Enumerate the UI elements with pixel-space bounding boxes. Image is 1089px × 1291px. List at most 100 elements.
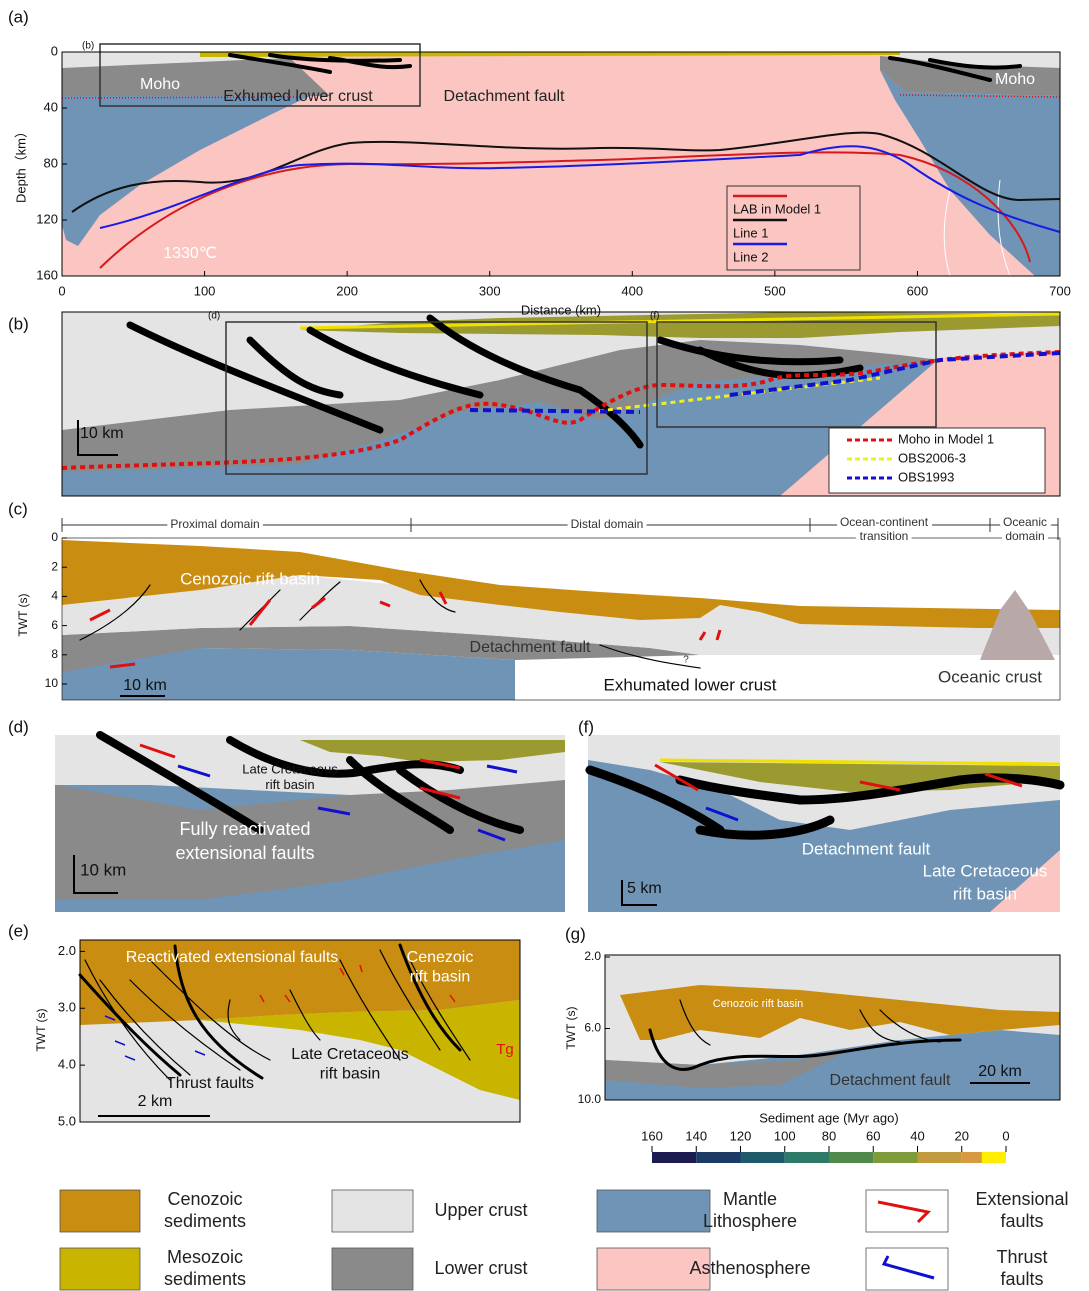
- legend-label: Moho in Model 1: [898, 431, 994, 446]
- legend-label: faults: [1000, 1211, 1043, 1231]
- domain-label: domain: [1005, 529, 1044, 543]
- legend-label: sediments: [164, 1269, 246, 1289]
- annotation: Thrust faults: [166, 1075, 254, 1092]
- colorbar-segment: [829, 1152, 873, 1163]
- annotation: Oceanic crust: [938, 667, 1042, 686]
- domain-label: Oceanic: [1003, 515, 1047, 529]
- annotation: Fully reactivated: [179, 819, 310, 839]
- scale-bar-label: 5 km: [627, 880, 662, 897]
- annotation: Late Cretaceous: [242, 761, 338, 776]
- annotation: Cenozoic rift basin: [180, 569, 320, 588]
- legend-label: Line 1: [733, 225, 768, 240]
- annotation: Moho: [995, 71, 1035, 88]
- x-axis-label: Distance (km): [521, 302, 601, 317]
- y-tick-label: 8: [51, 647, 58, 661]
- colorbar-tick-label: 120: [730, 1128, 752, 1143]
- panel-b-geology: [62, 312, 1060, 496]
- panel-label: (f): [578, 717, 594, 736]
- y-tick-label: 120: [36, 211, 58, 226]
- x-tick-label: 0: [58, 283, 65, 298]
- annotation: 1330℃: [163, 245, 217, 262]
- y-tick-label: 80: [44, 155, 58, 170]
- panel-label: (a): [8, 7, 29, 26]
- colorbar-tick-label: 160: [641, 1128, 663, 1143]
- scale-bar-label: 20 km: [978, 1063, 1022, 1080]
- y-tick-label: 4: [51, 589, 58, 603]
- legend-label: Upper crust: [434, 1200, 527, 1220]
- x-tick-label: 500: [764, 283, 786, 298]
- colorbar-tick-label: 40: [910, 1128, 924, 1143]
- legend-label: Mesozoic: [167, 1247, 243, 1267]
- colorbar-segment: [785, 1152, 829, 1163]
- legend-label: Asthenosphere: [689, 1258, 810, 1278]
- y-tick-label: 40: [44, 99, 58, 114]
- annotation: rift basin: [320, 1065, 380, 1082]
- panel-label: (d): [8, 717, 29, 736]
- inset-label: (d): [208, 311, 220, 322]
- annotation: Exhumated lower crust: [604, 675, 777, 694]
- annotation: Moho: [140, 76, 180, 93]
- legend-label: OBS1993: [898, 469, 954, 484]
- y-tick-label: 3.0: [58, 1000, 76, 1015]
- y-tick-label: 160: [36, 267, 58, 282]
- y-axis-label: TWT (s): [34, 1008, 48, 1051]
- x-tick-label: 200: [336, 283, 358, 298]
- legend-swatch: [332, 1190, 413, 1232]
- colorbar-segment: [873, 1152, 917, 1163]
- y-tick-label: 2: [51, 559, 58, 573]
- y-axis-label: TWT (s): [16, 593, 30, 636]
- legend-swatch: [597, 1190, 710, 1232]
- annotation: Late Cretaceous: [923, 861, 1048, 880]
- x-tick-label: 100: [194, 283, 216, 298]
- annotation: rift basin: [953, 884, 1017, 903]
- panel-label: (e): [8, 921, 29, 940]
- legend-label: OBS2006-3: [898, 450, 966, 465]
- domain-label: Distal domain: [571, 517, 644, 531]
- legend-label: Mantle: [723, 1189, 777, 1209]
- legend-swatch: [332, 1248, 413, 1290]
- colorbar-tick-label: 140: [685, 1128, 707, 1143]
- y-tick-label: 0: [51, 530, 58, 544]
- legend-label: Cenozoic: [167, 1189, 242, 1209]
- legend-label: Line 2: [733, 249, 768, 264]
- y-tick-label: 6.0: [584, 1021, 601, 1035]
- legend-label: Thrust: [996, 1247, 1047, 1267]
- annotation: Cenozoic rift basin: [713, 998, 804, 1010]
- annotation: Tg: [496, 1041, 514, 1058]
- legend-swatch: [60, 1190, 140, 1232]
- annotation: Reactivated extensional faults: [126, 949, 339, 966]
- legend-label: LAB in Model 1: [733, 201, 821, 216]
- legend-swatch: [60, 1248, 140, 1290]
- domain-label: Ocean-continent: [840, 515, 929, 529]
- annotation: Cenezoic: [407, 949, 474, 966]
- legend-label: sediments: [164, 1211, 246, 1231]
- x-tick-label: 700: [1049, 283, 1071, 298]
- panel-label: (c): [8, 499, 28, 518]
- annotation: Detachment fault: [444, 88, 566, 105]
- x-tick-label: 600: [907, 283, 929, 298]
- colorbar-title: Sediment age (Myr ago): [759, 1110, 898, 1125]
- colorbar-segment: [918, 1152, 962, 1163]
- annotation: Detachment fault: [802, 839, 931, 858]
- x-tick-label: 300: [479, 283, 501, 298]
- annotation: rift basin: [265, 777, 314, 792]
- x-tick-label: 400: [621, 283, 643, 298]
- annotation: Late Cretaceous: [291, 1046, 408, 1063]
- inset-label: (b): [82, 41, 94, 52]
- y-tick-label: 4.0: [58, 1057, 76, 1072]
- y-axis-label: TWT (s): [564, 1006, 578, 1049]
- y-tick-label: 10.0: [578, 1092, 602, 1106]
- inset-label: (f): [650, 311, 659, 322]
- y-tick-label: 2.0: [584, 949, 601, 963]
- y-tick-label: 5.0: [58, 1113, 76, 1128]
- annotation: ?: [683, 655, 689, 666]
- y-axis-label: Depth（km）: [13, 125, 28, 203]
- panel-a-geology: [62, 44, 1060, 276]
- annotation: extensional faults: [175, 843, 314, 863]
- panel-label: (g): [565, 924, 586, 943]
- annotation: Detachment fault: [830, 1072, 952, 1089]
- colorbar-tick-label: 60: [866, 1128, 880, 1143]
- colorbar-tick-label: 0: [1002, 1128, 1009, 1143]
- scale-bar-label: 10 km: [80, 425, 124, 442]
- domain-label: transition: [860, 529, 909, 543]
